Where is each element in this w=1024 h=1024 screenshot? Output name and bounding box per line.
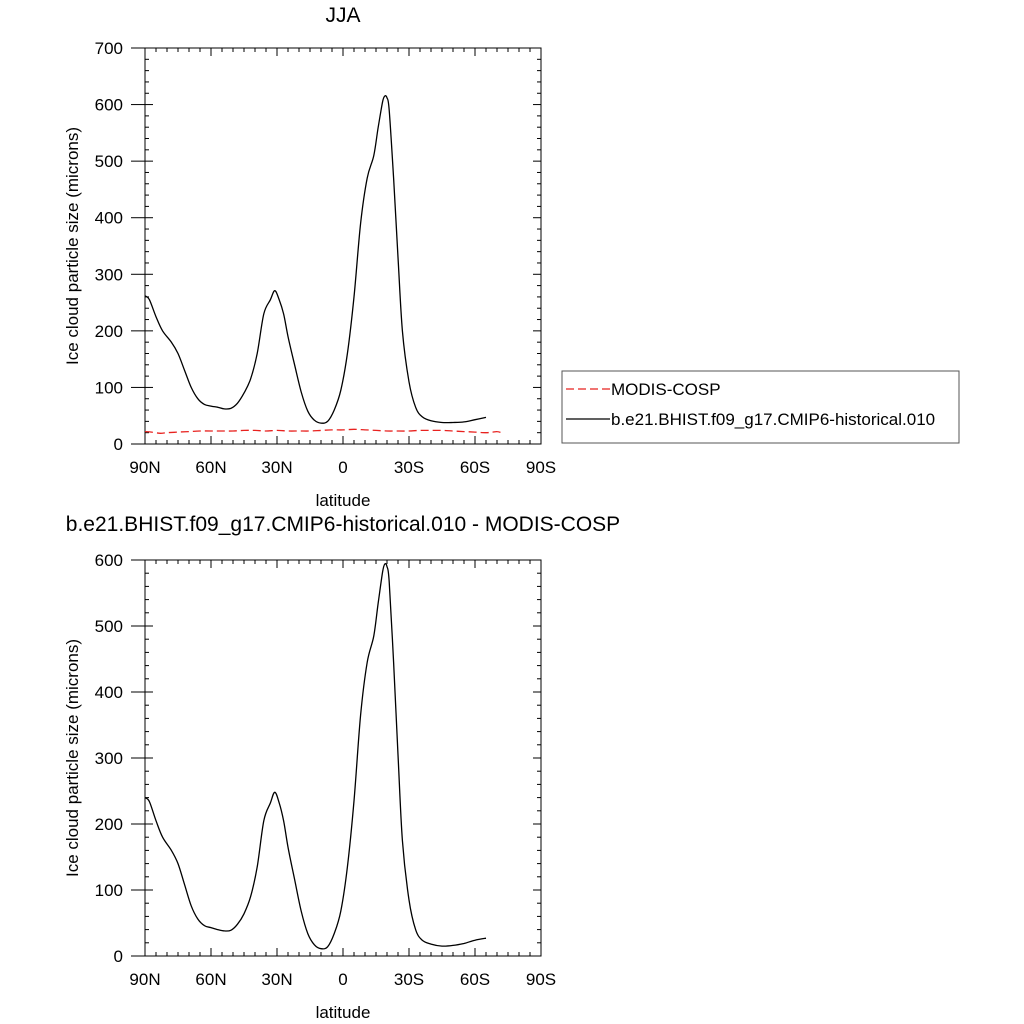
chart-bottom-xtick-label: 30S xyxy=(394,970,424,989)
chart-top-xtick-label: 90S xyxy=(526,458,556,477)
chart-top-xtick-label: 60S xyxy=(460,458,490,477)
chart-bottom-xtick-label: 90S xyxy=(526,970,556,989)
chart-bottom-xtick-label: 60N xyxy=(195,970,226,989)
chart-bottom-xtick-label: 0 xyxy=(338,970,347,989)
chart-top-xtick-label: 30N xyxy=(261,458,292,477)
chart-top-series-line-0 xyxy=(144,428,502,434)
chart-top-ylabel: Ice cloud particle size (microns) xyxy=(63,127,82,365)
chart-top: JJA 90N 60N 30N 0 30S 60S 90S 0 100 200 300 400 500 6… xyxy=(63,4,556,510)
chart-top-ytick-label: 500 xyxy=(95,152,123,171)
chart-bottom-xtick-label: 30N xyxy=(261,970,292,989)
chart-top-series-line-1 xyxy=(144,95,487,424)
chart-top-ytick-label: 400 xyxy=(95,209,123,228)
chart-bottom-ytick-label: 0 xyxy=(114,947,123,966)
chart-top-ytick-label: 700 xyxy=(95,39,123,58)
chart-bottom-title: b.e21.BHIST.f09_g17.CMIP6-historical.010… xyxy=(66,513,620,536)
chart-bottom-xtick-label: 90N xyxy=(129,970,160,989)
chart-bottom-series-line-0 xyxy=(144,562,487,950)
chart-bottom-xtick-label: 60S xyxy=(460,970,490,989)
chart-top-plot-area: 90N 60N 30N 0 30S 60S 90S 0 100 200 300 400 500 600 70… xyxy=(95,39,557,477)
chart-bottom-ytick-label: 200 xyxy=(95,815,123,834)
chart-bottom: b.e21.BHIST.f09_g17.CMIP6-historical.010… xyxy=(63,513,620,1022)
legend: MODIS-COSP b.e21.BHIST.f09_g17.CMIP6-his… xyxy=(561,370,960,444)
chart-bottom-plot-area: 90N 60N 30N 0 30S 60S 90S 0 100 200 300 400 500 600 xyxy=(95,551,557,989)
chart-bottom-ytick-label: 100 xyxy=(95,881,123,900)
chart-top-frame xyxy=(144,47,542,445)
legend-label-model: b.e21.BHIST.f09_g17.CMIP6-historical.010 xyxy=(611,410,935,429)
chart-top-xtick-label: 60N xyxy=(195,458,226,477)
chart-top-title: JJA xyxy=(325,4,360,27)
chart-top-xtick-label: 90N xyxy=(129,458,160,477)
chart-top-ytick-label: 0 xyxy=(114,435,123,454)
chart-top-ytick-label: 200 xyxy=(95,322,123,341)
chart-bottom-ytick-label: 600 xyxy=(95,551,123,570)
legend-label-modis: MODIS-COSP xyxy=(611,380,721,399)
chart-top-xtick-label: 0 xyxy=(338,458,347,477)
legend-box xyxy=(561,370,960,444)
chart-bottom-ytick-label: 300 xyxy=(95,749,123,768)
chart-top-ytick-label: 300 xyxy=(95,265,123,284)
chart-top-xlabel: latitude xyxy=(316,491,371,510)
chart-bottom-ytick-label: 500 xyxy=(95,617,123,636)
chart-bottom-ytick-label: 400 xyxy=(95,683,123,702)
chart-top-xtick-label: 30S xyxy=(394,458,424,477)
chart-bottom-xlabel: latitude xyxy=(316,1003,371,1022)
chart-top-ytick-label: 100 xyxy=(95,378,123,397)
chart-top-ytick-label: 600 xyxy=(95,96,123,115)
chart-bottom-ylabel: Ice cloud particle size (microns) xyxy=(63,639,82,877)
